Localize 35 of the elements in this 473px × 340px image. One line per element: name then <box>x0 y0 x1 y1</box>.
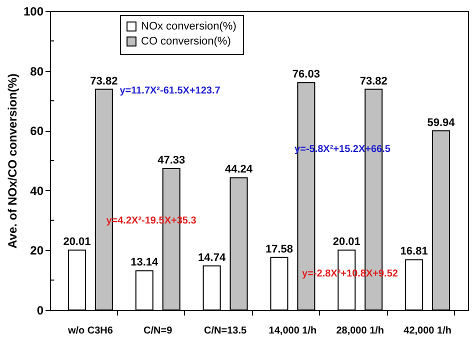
y-tick-label: 20 <box>30 244 44 258</box>
data-label: 17.58 <box>265 243 293 256</box>
bar <box>202 265 221 310</box>
x-tick-label: 42,000 1/h <box>404 326 452 336</box>
x-tick-label: 14,000 1/h <box>268 326 317 336</box>
bar <box>230 177 248 310</box>
annotation: y=11.7X²-61.5X+123.7 <box>120 86 221 96</box>
data-label: 16.81 <box>400 246 428 258</box>
y-tick-label: 60 <box>30 124 44 138</box>
x-tick-label: w/o C3H6 <box>66 326 114 336</box>
data-label: 73.82 <box>360 75 388 88</box>
x-tick-label: C/N=9 <box>144 326 173 336</box>
bar <box>68 250 86 310</box>
x-tick-label: C/N=13.5 <box>204 326 247 336</box>
legend-label: NOx conversion(%) <box>141 20 236 32</box>
y-tick-label: 40 <box>30 184 44 198</box>
bar <box>135 270 154 310</box>
x-tick-label: 28,000 1/h <box>336 326 384 336</box>
y-tick-label: 0 <box>36 304 44 318</box>
data-label: 76.03 <box>292 68 320 81</box>
data-label: 20.01 <box>63 236 91 248</box>
data-label: 73.82 <box>90 75 118 88</box>
legend-label: CO conversion(%) <box>141 36 231 48</box>
data-label: 59.94 <box>427 116 456 129</box>
data-label: 13.14 <box>130 256 160 269</box>
bar <box>405 259 424 310</box>
data-label: 44.24 <box>225 164 254 176</box>
y-tick-label: 100 <box>23 4 44 18</box>
data-label: 47.33 <box>158 154 186 166</box>
data-label: 14.74 <box>198 252 226 264</box>
y-tick-label: 80 <box>30 64 44 78</box>
data-label: 20.01 <box>332 236 360 248</box>
bar <box>432 130 450 310</box>
bar <box>270 256 288 310</box>
y-axis-title: Ave. of NOx/CO conversion(%) <box>5 74 20 248</box>
